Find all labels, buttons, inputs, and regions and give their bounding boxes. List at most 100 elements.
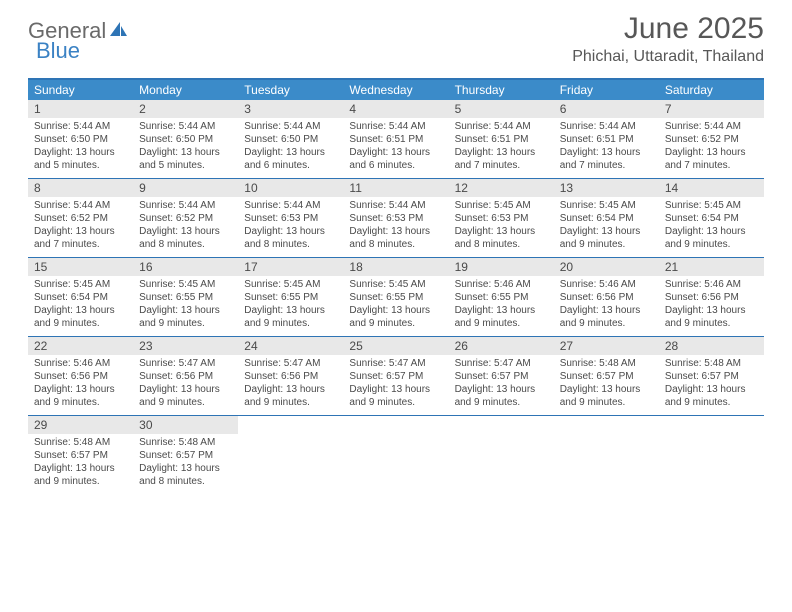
day-cell: 7Sunrise: 5:44 AMSunset: 6:52 PMDaylight… (659, 100, 764, 178)
day-cell: 13Sunrise: 5:45 AMSunset: 6:54 PMDayligh… (554, 179, 659, 257)
day-cell: 3Sunrise: 5:44 AMSunset: 6:50 PMDaylight… (238, 100, 343, 178)
empty-cell (659, 416, 764, 494)
day-number: 11 (343, 179, 448, 197)
day-number: 1 (28, 100, 133, 118)
day-body: Sunrise: 5:47 AMSunset: 6:56 PMDaylight:… (133, 355, 238, 415)
day-cell: 29Sunrise: 5:48 AMSunset: 6:57 PMDayligh… (28, 416, 133, 494)
day-body: Sunrise: 5:48 AMSunset: 6:57 PMDaylight:… (133, 434, 238, 494)
day-cell: 1Sunrise: 5:44 AMSunset: 6:50 PMDaylight… (28, 100, 133, 178)
day-body: Sunrise: 5:44 AMSunset: 6:52 PMDaylight:… (28, 197, 133, 257)
day-number: 4 (343, 100, 448, 118)
day-number: 23 (133, 337, 238, 355)
day-number: 10 (238, 179, 343, 197)
month-title: June 2025 (572, 12, 764, 46)
day-body: Sunrise: 5:44 AMSunset: 6:51 PMDaylight:… (554, 118, 659, 178)
week-row: 22Sunrise: 5:46 AMSunset: 6:56 PMDayligh… (28, 337, 764, 416)
day-body: Sunrise: 5:45 AMSunset: 6:55 PMDaylight:… (343, 276, 448, 336)
week-row: 29Sunrise: 5:48 AMSunset: 6:57 PMDayligh… (28, 416, 764, 494)
day-number: 19 (449, 258, 554, 276)
day-body: Sunrise: 5:47 AMSunset: 6:57 PMDaylight:… (343, 355, 448, 415)
day-cell: 20Sunrise: 5:46 AMSunset: 6:56 PMDayligh… (554, 258, 659, 336)
day-cell: 5Sunrise: 5:44 AMSunset: 6:51 PMDaylight… (449, 100, 554, 178)
day-header: Tuesday (238, 80, 343, 100)
day-header: Thursday (449, 80, 554, 100)
day-body: Sunrise: 5:46 AMSunset: 6:56 PMDaylight:… (28, 355, 133, 415)
day-cell: 30Sunrise: 5:48 AMSunset: 6:57 PMDayligh… (133, 416, 238, 494)
day-number: 20 (554, 258, 659, 276)
day-number: 6 (554, 100, 659, 118)
day-body: Sunrise: 5:44 AMSunset: 6:51 PMDaylight:… (343, 118, 448, 178)
day-header: Monday (133, 80, 238, 100)
day-header: Friday (554, 80, 659, 100)
day-cell: 4Sunrise: 5:44 AMSunset: 6:51 PMDaylight… (343, 100, 448, 178)
day-number: 18 (343, 258, 448, 276)
empty-cell (343, 416, 448, 494)
day-body: Sunrise: 5:44 AMSunset: 6:50 PMDaylight:… (133, 118, 238, 178)
day-cell: 11Sunrise: 5:44 AMSunset: 6:53 PMDayligh… (343, 179, 448, 257)
day-body: Sunrise: 5:45 AMSunset: 6:54 PMDaylight:… (28, 276, 133, 336)
day-number: 12 (449, 179, 554, 197)
day-body: Sunrise: 5:45 AMSunset: 6:55 PMDaylight:… (238, 276, 343, 336)
day-cell: 19Sunrise: 5:46 AMSunset: 6:55 PMDayligh… (449, 258, 554, 336)
day-number: 2 (133, 100, 238, 118)
day-cell: 21Sunrise: 5:46 AMSunset: 6:56 PMDayligh… (659, 258, 764, 336)
day-cell: 28Sunrise: 5:48 AMSunset: 6:57 PMDayligh… (659, 337, 764, 415)
day-cell: 12Sunrise: 5:45 AMSunset: 6:53 PMDayligh… (449, 179, 554, 257)
day-number: 21 (659, 258, 764, 276)
day-number: 9 (133, 179, 238, 197)
header: General June 2025 Phichai, Uttaradit, Th… (0, 0, 792, 70)
day-body: Sunrise: 5:45 AMSunset: 6:55 PMDaylight:… (133, 276, 238, 336)
day-number: 5 (449, 100, 554, 118)
day-number: 14 (659, 179, 764, 197)
week-row: 15Sunrise: 5:45 AMSunset: 6:54 PMDayligh… (28, 258, 764, 337)
day-body: Sunrise: 5:45 AMSunset: 6:54 PMDaylight:… (554, 197, 659, 257)
day-cell: 24Sunrise: 5:47 AMSunset: 6:56 PMDayligh… (238, 337, 343, 415)
day-cell: 27Sunrise: 5:48 AMSunset: 6:57 PMDayligh… (554, 337, 659, 415)
day-body: Sunrise: 5:44 AMSunset: 6:50 PMDaylight:… (238, 118, 343, 178)
logo-text-blue-wrap: Blue (36, 38, 80, 64)
day-number: 8 (28, 179, 133, 197)
day-cell: 16Sunrise: 5:45 AMSunset: 6:55 PMDayligh… (133, 258, 238, 336)
day-number: 30 (133, 416, 238, 434)
day-body: Sunrise: 5:44 AMSunset: 6:53 PMDaylight:… (343, 197, 448, 257)
day-number: 22 (28, 337, 133, 355)
day-cell: 15Sunrise: 5:45 AMSunset: 6:54 PMDayligh… (28, 258, 133, 336)
day-body: Sunrise: 5:44 AMSunset: 6:51 PMDaylight:… (449, 118, 554, 178)
day-number: 16 (133, 258, 238, 276)
sail-icon (108, 20, 128, 43)
day-number: 15 (28, 258, 133, 276)
day-cell: 17Sunrise: 5:45 AMSunset: 6:55 PMDayligh… (238, 258, 343, 336)
day-cell: 6Sunrise: 5:44 AMSunset: 6:51 PMDaylight… (554, 100, 659, 178)
day-number: 17 (238, 258, 343, 276)
day-header: Sunday (28, 80, 133, 100)
day-cell: 10Sunrise: 5:44 AMSunset: 6:53 PMDayligh… (238, 179, 343, 257)
day-header: Wednesday (343, 80, 448, 100)
week-row: 8Sunrise: 5:44 AMSunset: 6:52 PMDaylight… (28, 179, 764, 258)
day-number: 26 (449, 337, 554, 355)
day-number: 29 (28, 416, 133, 434)
day-cell: 9Sunrise: 5:44 AMSunset: 6:52 PMDaylight… (133, 179, 238, 257)
day-cell: 25Sunrise: 5:47 AMSunset: 6:57 PMDayligh… (343, 337, 448, 415)
empty-cell (238, 416, 343, 494)
day-body: Sunrise: 5:44 AMSunset: 6:53 PMDaylight:… (238, 197, 343, 257)
day-number: 3 (238, 100, 343, 118)
day-header-row: SundayMondayTuesdayWednesdayThursdayFrid… (28, 80, 764, 100)
empty-cell (449, 416, 554, 494)
day-body: Sunrise: 5:45 AMSunset: 6:53 PMDaylight:… (449, 197, 554, 257)
day-body: Sunrise: 5:48 AMSunset: 6:57 PMDaylight:… (659, 355, 764, 415)
week-row: 1Sunrise: 5:44 AMSunset: 6:50 PMDaylight… (28, 100, 764, 179)
day-number: 13 (554, 179, 659, 197)
day-cell: 8Sunrise: 5:44 AMSunset: 6:52 PMDaylight… (28, 179, 133, 257)
day-body: Sunrise: 5:48 AMSunset: 6:57 PMDaylight:… (554, 355, 659, 415)
day-body: Sunrise: 5:44 AMSunset: 6:52 PMDaylight:… (659, 118, 764, 178)
day-body: Sunrise: 5:46 AMSunset: 6:56 PMDaylight:… (659, 276, 764, 336)
calendar: SundayMondayTuesdayWednesdayThursdayFrid… (28, 78, 764, 494)
day-number: 7 (659, 100, 764, 118)
day-number: 24 (238, 337, 343, 355)
day-body: Sunrise: 5:46 AMSunset: 6:55 PMDaylight:… (449, 276, 554, 336)
day-header: Saturday (659, 80, 764, 100)
day-cell: 26Sunrise: 5:47 AMSunset: 6:57 PMDayligh… (449, 337, 554, 415)
logo-text-blue: Blue (36, 38, 80, 63)
day-body: Sunrise: 5:47 AMSunset: 6:57 PMDaylight:… (449, 355, 554, 415)
day-cell: 2Sunrise: 5:44 AMSunset: 6:50 PMDaylight… (133, 100, 238, 178)
